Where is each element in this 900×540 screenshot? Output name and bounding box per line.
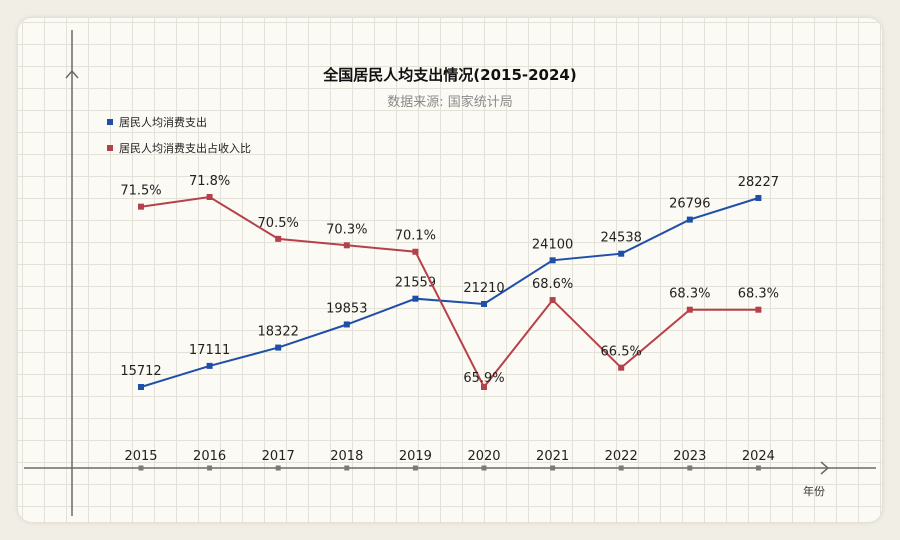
data-label-ratio-2023: 68.3% bbox=[669, 287, 710, 302]
x-tick-label-2015: 2015 bbox=[124, 449, 157, 464]
data-point-consumption-2018 bbox=[343, 321, 350, 328]
x-tick-mark bbox=[755, 465, 761, 471]
data-point-consumption-2021 bbox=[549, 257, 556, 264]
x-tick-mark bbox=[344, 465, 350, 471]
data-label-ratio-2015: 71.5% bbox=[120, 184, 161, 199]
legend-label-consumption: 居民人均消费支出 bbox=[119, 115, 207, 129]
x-tick-mark bbox=[138, 465, 144, 471]
data-point-ratio-2015 bbox=[138, 203, 144, 210]
data-point-consumption-2019 bbox=[412, 295, 419, 302]
chart-card: 年份 全国居民人均支出情况(2015-2024) 数据来源: 国家统计局 居民人… bbox=[18, 18, 882, 522]
data-point-consumption-2022 bbox=[618, 250, 625, 257]
data-point-consumption-2023 bbox=[686, 216, 693, 223]
data-label-consumption-2021: 24100 bbox=[532, 237, 573, 252]
data-point-ratio-2020 bbox=[481, 384, 487, 390]
data-label-ratio-2018: 70.3% bbox=[326, 222, 367, 237]
line-chart: 年份 全国居民人均支出情况(2015-2024) 数据来源: 国家统计局 居民人… bbox=[24, 30, 876, 516]
y-axis-arrow bbox=[65, 69, 79, 79]
x-axis-ticks: 2015 2016 2017 2018 2019 2020 2021 2022 2023 2024 bbox=[124, 449, 775, 471]
data-point-ratio-2018 bbox=[343, 242, 350, 249]
x-tick-mark bbox=[207, 465, 213, 471]
series-line-consumption bbox=[140, 197, 759, 388]
data-label-consumption-2017: 18322 bbox=[258, 325, 299, 340]
chart-subtitle: 数据来源: 国家统计局 bbox=[387, 94, 513, 110]
series-line-ratio bbox=[140, 195, 759, 389]
data-point-consumption-2016 bbox=[206, 362, 213, 369]
data-point-ratio-2019 bbox=[412, 248, 419, 255]
x-axis-arrow bbox=[820, 461, 830, 475]
data-label-consumption-2016: 17111 bbox=[189, 343, 230, 358]
data-label-consumption-2019: 21559 bbox=[395, 276, 436, 291]
data-label-ratio-2024: 68.3% bbox=[738, 287, 779, 302]
x-tick-mark bbox=[687, 465, 693, 471]
x-tick-label-2021: 2021 bbox=[536, 449, 569, 464]
series-layer: 15712 17111 18322 19853 21559 21210 24100 24538… bbox=[120, 174, 779, 390]
x-tick-label-2023: 2023 bbox=[673, 449, 706, 464]
x-tick-mark bbox=[275, 465, 281, 471]
x-tick-mark bbox=[618, 465, 624, 471]
data-point-ratio-2017 bbox=[275, 235, 282, 242]
data-point-ratio-2022 bbox=[618, 364, 625, 371]
data-label-consumption-2015: 15712 bbox=[120, 364, 161, 379]
x-tick-label-2024: 2024 bbox=[742, 449, 775, 464]
data-point-ratio-2021 bbox=[549, 297, 556, 304]
x-axis-title: 年份 bbox=[803, 484, 825, 498]
legend-marker-consumption bbox=[107, 119, 113, 125]
data-label-ratio-2019: 70.1% bbox=[395, 229, 436, 244]
axes: 年份 bbox=[24, 30, 876, 516]
data-label-ratio-2017: 70.5% bbox=[258, 216, 299, 231]
x-tick-label-2020: 2020 bbox=[467, 449, 500, 464]
x-tick-mark bbox=[481, 465, 487, 471]
data-label-ratio-2016: 71.8% bbox=[189, 174, 230, 189]
data-label-consumption-2024: 28227 bbox=[738, 175, 779, 190]
data-point-consumption-2024 bbox=[755, 195, 762, 201]
x-tick-mark bbox=[412, 465, 418, 471]
data-label-ratio-2022: 66.5% bbox=[601, 345, 642, 360]
data-label-consumption-2023: 26796 bbox=[669, 197, 710, 212]
data-label-consumption-2022: 24538 bbox=[601, 231, 642, 246]
x-tick-label-2019: 2019 bbox=[399, 449, 432, 464]
x-tick-label-2016: 2016 bbox=[193, 449, 226, 464]
x-tick-label-2022: 2022 bbox=[605, 449, 638, 464]
data-label-consumption-2018: 19853 bbox=[326, 301, 367, 316]
legend: 居民人均消费支出 居民人均消费支出占收入比 bbox=[107, 115, 251, 155]
data-point-consumption-2020 bbox=[481, 300, 487, 307]
legend-label-ratio: 居民人均消费支出占收入比 bbox=[119, 141, 251, 155]
data-point-ratio-2023 bbox=[686, 306, 693, 313]
data-point-ratio-2024 bbox=[755, 306, 762, 313]
data-point-consumption-2017 bbox=[275, 344, 282, 351]
x-tick-label-2018: 2018 bbox=[330, 449, 363, 464]
data-label-consumption-2020: 21210 bbox=[463, 281, 504, 296]
x-tick-mark bbox=[550, 465, 556, 471]
chart-title: 全国居民人均支出情况(2015-2024) bbox=[322, 66, 576, 84]
data-point-ratio-2016 bbox=[206, 194, 213, 200]
data-label-ratio-2020: 65.9% bbox=[463, 371, 504, 386]
x-tick-label-2017: 2017 bbox=[262, 449, 295, 464]
data-point-consumption-2015 bbox=[138, 384, 144, 390]
legend-marker-ratio bbox=[107, 145, 113, 151]
data-label-ratio-2021: 68.6% bbox=[532, 277, 573, 292]
